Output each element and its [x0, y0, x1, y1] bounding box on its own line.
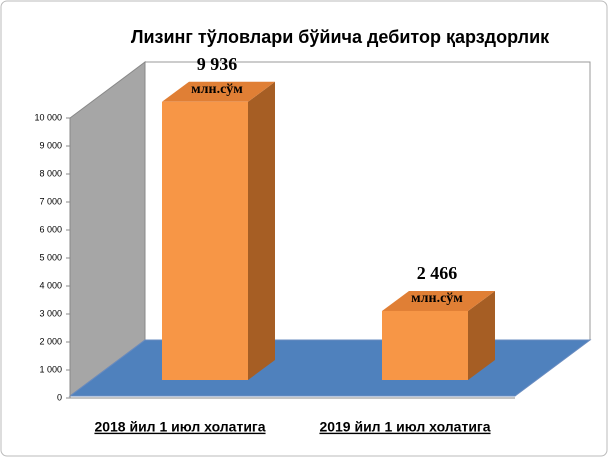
y-tick-label: 0 — [57, 392, 62, 402]
chart-title: Лизинг тўловлари бўйича дебитор қарздорл… — [131, 27, 550, 47]
x-tick-label: 2019 йил 1 июл холатига — [319, 419, 490, 435]
y-tick-label: 1 000 — [39, 364, 62, 374]
value-label: 2 466 — [417, 263, 458, 283]
floor — [68, 339, 592, 397]
bar-top — [382, 290, 495, 311]
y-tick-label: 8 000 — [39, 168, 62, 178]
y-tick-label: 10 000 — [34, 112, 62, 122]
bar — [162, 101, 248, 381]
y-tick-label: 9 000 — [39, 140, 62, 150]
bar-side — [248, 81, 275, 381]
x-tick-label: 2018 йил 1 июл холатига — [94, 419, 265, 435]
bar-side — [468, 290, 495, 380]
y-tick-label: 7 000 — [39, 196, 62, 206]
side-wall — [69, 61, 146, 397]
value-label: 9 936 — [197, 54, 238, 74]
y-tick-label: 3 000 — [39, 308, 62, 318]
y-tick-label: 4 000 — [39, 280, 62, 290]
bar-top — [162, 81, 275, 102]
value-unit: млн.сўм — [411, 291, 463, 306]
y-tick-label: 2 000 — [39, 336, 62, 346]
y-tick-label: 6 000 — [39, 224, 62, 234]
bar — [382, 310, 468, 380]
value-unit: млн.сўм — [191, 82, 243, 97]
y-tick-label: 5 000 — [39, 252, 62, 262]
